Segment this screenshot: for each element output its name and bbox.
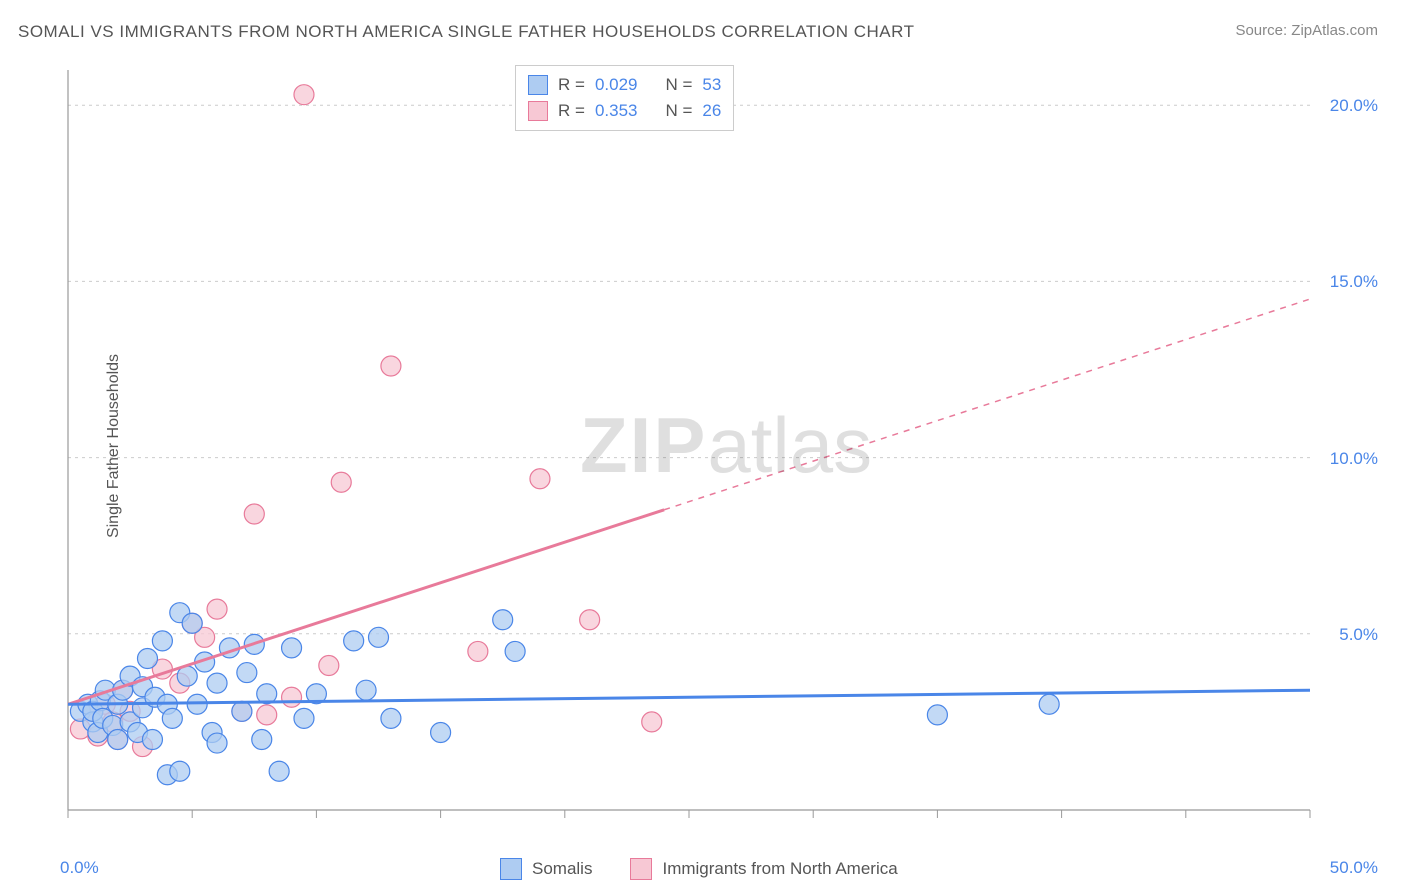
plot-area: ZIPatlas R = 0.029 N = 53 R = 0.353 N = … (60, 60, 1380, 840)
y-tick-label: 10.0% (1330, 449, 1378, 469)
source-attribution: Source: ZipAtlas.com (1235, 22, 1378, 39)
legend-row-immigrants: R = 0.353 N = 26 (528, 98, 721, 124)
swatch-immigrants (528, 101, 548, 121)
legend-row-somalis: R = 0.029 N = 53 (528, 72, 721, 98)
r-label: R = (558, 75, 585, 95)
chart-title: SOMALI VS IMMIGRANTS FROM NORTH AMERICA … (18, 22, 914, 42)
x-tick-max: 50.0% (1330, 858, 1378, 878)
legend-label-somalis: Somalis (532, 859, 592, 879)
series-legend: Somalis Immigrants from North America (500, 858, 898, 880)
n-value-immigrants: 26 (702, 101, 721, 121)
correlation-legend: R = 0.029 N = 53 R = 0.353 N = 26 (515, 65, 734, 131)
legend-label-immigrants: Immigrants from North America (662, 859, 897, 879)
y-tick-label: 20.0% (1330, 96, 1378, 116)
swatch-somalis (500, 858, 522, 880)
x-tick-min: 0.0% (60, 858, 99, 878)
y-tick-label: 15.0% (1330, 272, 1378, 292)
swatch-immigrants (630, 858, 652, 880)
r-label: R = (558, 101, 585, 121)
r-value-somalis: 0.029 (595, 75, 638, 95)
y-tick-label: 5.0% (1339, 625, 1378, 645)
scatter-plot-svg (60, 60, 1380, 840)
n-value-somalis: 53 (702, 75, 721, 95)
r-value-immigrants: 0.353 (595, 101, 638, 121)
chart-container: SOMALI VS IMMIGRANTS FROM NORTH AMERICA … (0, 0, 1406, 892)
n-label: N = (665, 101, 692, 121)
swatch-somalis (528, 75, 548, 95)
n-label: N = (665, 75, 692, 95)
